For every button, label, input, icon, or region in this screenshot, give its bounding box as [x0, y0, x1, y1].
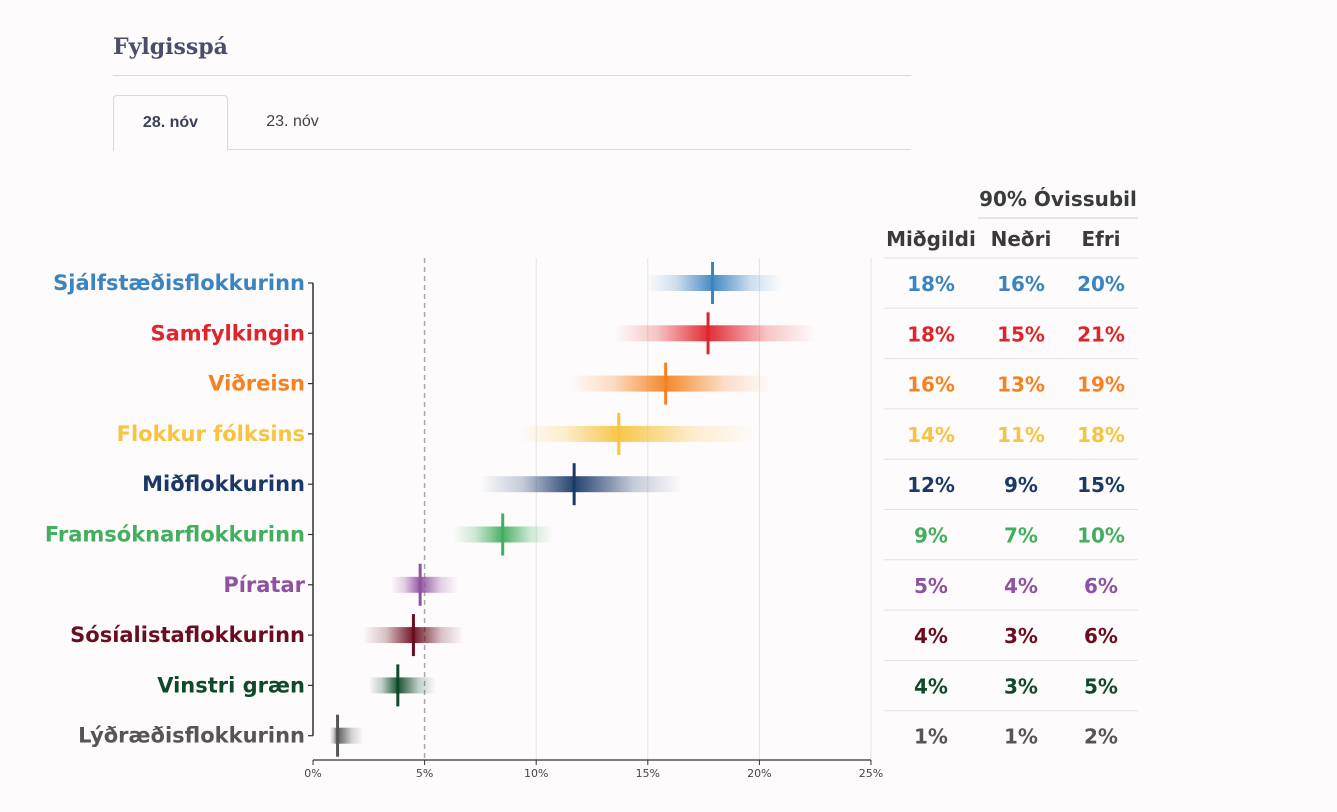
interval-band — [368, 677, 436, 694]
party-label: Vinstri græn — [157, 673, 305, 697]
interval-band — [519, 425, 754, 442]
cell-median: 14% — [907, 423, 955, 447]
x-tick-label: 0% — [304, 767, 321, 780]
cell-lower: 3% — [1004, 624, 1038, 648]
interval-band — [391, 576, 459, 593]
cell-median: 4% — [914, 674, 948, 698]
cell-lower: 1% — [1004, 725, 1038, 749]
party-label: Sjálfstæðisflokkurinn — [53, 271, 305, 295]
tab-23-nov[interactable]: 23. nóv — [266, 113, 319, 130]
interval-band — [569, 375, 771, 392]
x-tick-label: 10% — [524, 767, 548, 780]
party-label: Flokkur fólksins — [117, 422, 305, 446]
cell-median: 18% — [907, 322, 955, 346]
cell-upper: 6% — [1084, 574, 1118, 598]
cell-median: 1% — [914, 725, 948, 749]
col-header-lower: Neðri — [991, 227, 1052, 251]
cell-upper: 2% — [1084, 725, 1118, 749]
cell-lower: 3% — [1004, 674, 1038, 698]
page-title: Fylgisspá — [113, 34, 228, 60]
cell-upper: 5% — [1084, 674, 1118, 698]
party-label: Samfylkingin — [151, 321, 306, 345]
grid-layer — [423, 258, 872, 760]
interval-band — [329, 727, 364, 744]
cell-median: 16% — [907, 373, 955, 397]
cell-median: 4% — [914, 624, 948, 648]
cell-upper: 19% — [1077, 373, 1125, 397]
cell-lower: 11% — [997, 423, 1045, 447]
party-label: Miðflokkurinn — [142, 472, 305, 496]
cell-median: 18% — [907, 272, 955, 296]
title-divider — [113, 75, 911, 76]
cell-median: 9% — [914, 524, 948, 548]
estimate-table: 90% Óvissubil Miðgildi Neðri Efri 18% 16%… — [884, 187, 1138, 749]
cell-median: 5% — [914, 574, 948, 598]
cell-lower: 4% — [1004, 574, 1038, 598]
party-label: Sósíalistaflokkurinn — [70, 623, 305, 647]
interval-band — [480, 476, 682, 493]
cell-lower: 7% — [1004, 524, 1038, 548]
cell-upper: 20% — [1077, 272, 1125, 296]
axis-layer: 0% 5% 10% 15% 20% 25% — [304, 282, 883, 780]
cell-lower: 15% — [997, 322, 1045, 346]
cell-lower: 9% — [1004, 473, 1038, 497]
cell-upper: 15% — [1077, 473, 1125, 497]
cell-upper: 18% — [1077, 423, 1125, 447]
cell-lower: 13% — [997, 373, 1045, 397]
col-header-median: Miðgildi — [886, 227, 976, 251]
cell-lower: 16% — [997, 272, 1045, 296]
party-label: Píratar — [223, 573, 305, 597]
col-header-upper: Efri — [1081, 227, 1120, 251]
x-tick-label: 25% — [859, 767, 883, 780]
party-label: Framsóknarflokkurinn — [45, 523, 305, 547]
interval-band — [614, 325, 816, 342]
party-labels: Sjálfstæðisflokkurinn Samfylkingin Viðreis… — [45, 271, 306, 748]
party-label: Lýðræðisflokkurinn — [78, 724, 305, 748]
interval-band — [647, 275, 782, 291]
ci-group-header: 90% Óvissubil — [979, 187, 1137, 211]
x-tick-label: 15% — [636, 767, 660, 780]
x-tick-label: 20% — [747, 767, 771, 780]
interval-bands — [329, 262, 816, 757]
party-label: Viðreisn — [208, 372, 305, 396]
cell-upper: 21% — [1077, 322, 1125, 346]
x-tick-label: 5% — [416, 767, 433, 780]
tabs-divider — [113, 149, 911, 150]
cell-median: 12% — [907, 473, 955, 497]
tab-28-nov[interactable]: 28. nóv — [113, 95, 228, 151]
cell-upper: 10% — [1077, 524, 1125, 548]
cell-upper: 6% — [1084, 624, 1118, 648]
